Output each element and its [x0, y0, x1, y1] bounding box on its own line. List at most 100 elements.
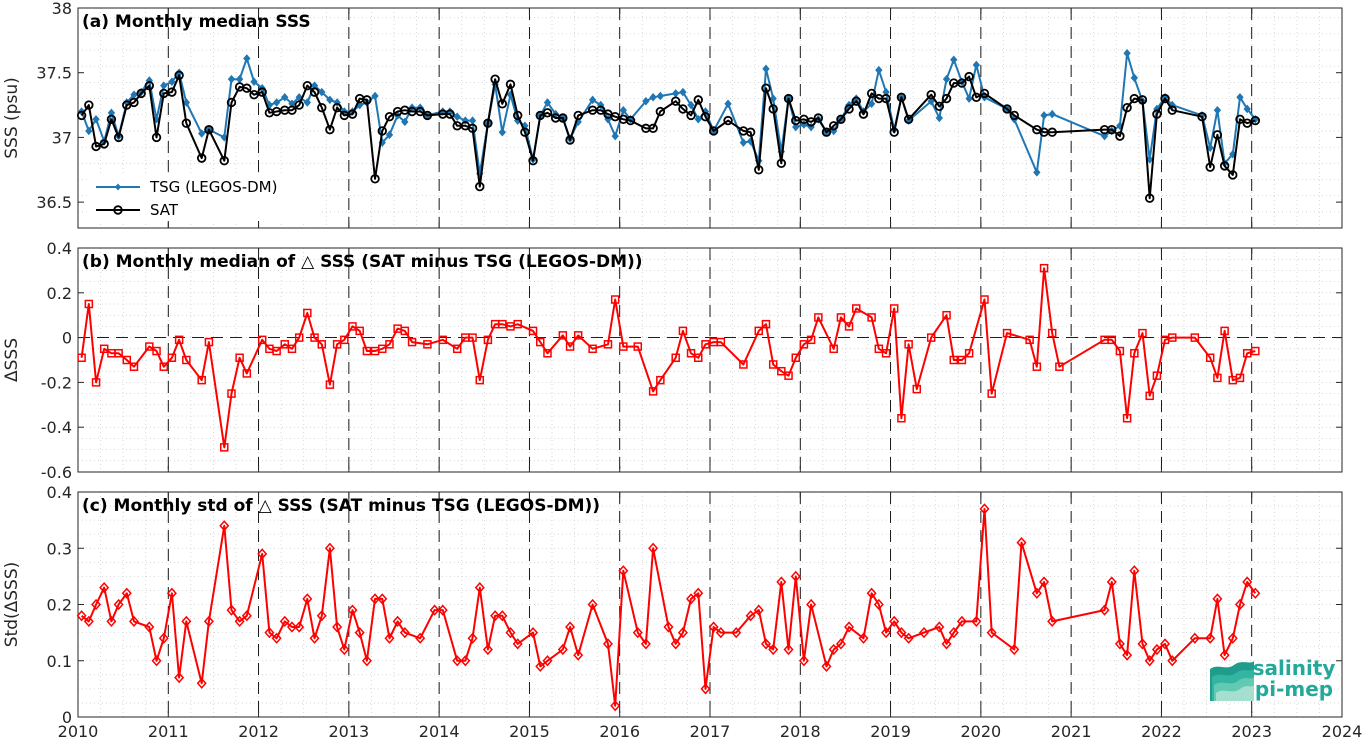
data-point [324, 542, 335, 554]
data-point [429, 604, 440, 616]
data-point [528, 156, 538, 166]
data-point [957, 78, 967, 88]
data-point [128, 615, 139, 628]
data-point [92, 115, 100, 124]
data-point [1137, 638, 1148, 650]
data-point [1114, 638, 1125, 650]
data-point [852, 304, 861, 313]
data-point [354, 626, 365, 639]
data-point [648, 387, 658, 396]
x-tick-label: 2018 [780, 722, 821, 741]
data-point [226, 97, 237, 108]
data-point [377, 126, 387, 136]
data-point [1212, 130, 1223, 140]
data-point [769, 94, 777, 103]
data-point [453, 112, 461, 121]
legend-label: SAT [150, 201, 179, 219]
data-point [536, 337, 545, 347]
data-point [271, 632, 282, 644]
data-point [1009, 110, 1019, 121]
data-point [467, 632, 478, 644]
data-point [941, 638, 952, 650]
data-point [1250, 115, 1261, 126]
data-point [198, 129, 206, 138]
data-point [965, 94, 973, 103]
data-point [700, 112, 711, 122]
panel-3: 2010 2011 2012 2013 2014 2015 2016 2017 2018 2019… [2, 483, 1362, 741]
data-point [401, 117, 409, 127]
x-tick-label: 2012 [238, 722, 279, 741]
x-tick-label: 2011 [148, 722, 189, 741]
data-point [828, 643, 839, 656]
data-point [159, 362, 169, 371]
data-point [204, 124, 214, 135]
data-point [1213, 105, 1222, 115]
data-point [84, 299, 94, 309]
data-point [1189, 632, 1200, 644]
data-point [625, 115, 636, 126]
data-point [174, 335, 184, 345]
data-point [1122, 102, 1132, 113]
data-point [339, 643, 350, 656]
data-point [1145, 391, 1154, 401]
data-point [113, 132, 124, 143]
data-point [99, 344, 109, 354]
legend: TSG (LEGOS-DM) SAT [90, 175, 320, 221]
y-tick-label: -0.6 [41, 463, 72, 482]
data-point [348, 322, 357, 331]
data-point [1130, 73, 1139, 83]
data-point [422, 110, 433, 121]
data-point [257, 335, 267, 345]
data-point [1167, 105, 1177, 115]
data-point [220, 133, 228, 142]
data-point [1242, 576, 1253, 588]
data-point [1228, 170, 1238, 180]
y-tick-label: 38 [52, 0, 72, 18]
data-point [610, 295, 620, 304]
data-point [160, 81, 168, 90]
data-point [964, 349, 974, 358]
data-point [640, 638, 651, 650]
data-point [806, 335, 816, 345]
data-point [281, 93, 289, 102]
data-point [971, 615, 982, 628]
data-point [144, 621, 155, 633]
data-point [603, 340, 613, 349]
data-point [326, 95, 334, 105]
data-point [964, 71, 974, 82]
data-point [294, 621, 305, 633]
data-point [362, 346, 372, 356]
data-point [686, 593, 697, 605]
y-tick-label: 0.3 [47, 539, 72, 558]
data-point [821, 127, 832, 137]
data-point [415, 106, 425, 117]
data-point [303, 98, 311, 107]
data-point [219, 156, 229, 166]
x-tick-label: 2016 [599, 722, 640, 741]
data-point [460, 655, 471, 667]
y-tick-label: 0 [62, 708, 72, 727]
data-point [1137, 95, 1148, 105]
data-point [672, 89, 680, 98]
data-point [867, 99, 876, 109]
data-point [776, 576, 787, 588]
data-point [948, 626, 959, 639]
data-point [1122, 413, 1132, 423]
data-point [694, 115, 702, 124]
data-point [754, 326, 764, 336]
logo: salinity pi-mep [1206, 655, 1336, 703]
data-point [1160, 638, 1171, 650]
data-point [1242, 349, 1252, 358]
legend-marker [115, 183, 121, 191]
y-tick-label: 36.5 [36, 193, 72, 212]
x-tick-label: 2024 [1322, 722, 1363, 741]
data-point [144, 80, 155, 91]
data-point [250, 77, 258, 87]
data-point [619, 105, 627, 115]
logo-wave-graphic [1210, 661, 1254, 701]
data-point [438, 335, 448, 345]
data-point [272, 346, 281, 356]
data-point [528, 326, 538, 336]
data-point [235, 353, 244, 363]
data-point [1206, 143, 1214, 153]
